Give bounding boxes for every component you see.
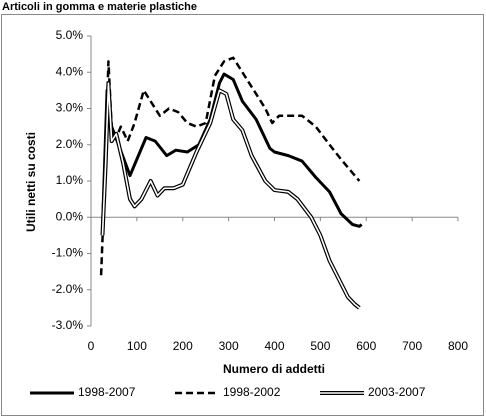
x-tick-label: 400 [264, 339, 284, 353]
x-tick-label: 100 [127, 339, 147, 353]
y-tick-label: 0.0% [56, 209, 84, 223]
series-line [99, 56, 361, 276]
legend-label: 1998-2007 [78, 385, 136, 399]
x-tick-label: 700 [402, 339, 422, 353]
y-tick-label: 3.0% [56, 101, 84, 115]
legend-label: 2003-2007 [368, 385, 426, 399]
chart-frame [1, 14, 484, 416]
y-tick-label: -3.0% [52, 318, 84, 332]
y-tick-label: 5.0% [56, 28, 84, 42]
x-tick-label: 0 [88, 339, 95, 353]
x-tick-label: 200 [173, 339, 193, 353]
y-tick-label: 1.0% [56, 173, 84, 187]
x-axis-label: Numero di addetti [223, 362, 325, 376]
chart-title: Articoli in gomma e materie plastiche [2, 1, 197, 13]
x-tick-label: 800 [448, 339, 468, 353]
series-line [100, 81, 361, 310]
legend-label: 1998-2002 [223, 385, 281, 399]
y-tick-label: -2.0% [52, 282, 84, 296]
y-tick-label: 4.0% [56, 64, 84, 78]
series-line [100, 72, 363, 229]
x-tick-label: 300 [219, 339, 239, 353]
y-tick-label: -1.0% [52, 246, 84, 260]
x-tick-label: 600 [356, 339, 376, 353]
x-tick-label: 500 [310, 339, 330, 353]
y-tick-label: 2.0% [56, 137, 84, 151]
series-line [101, 82, 360, 309]
y-axis-label: Utili netti su costi [24, 132, 38, 232]
